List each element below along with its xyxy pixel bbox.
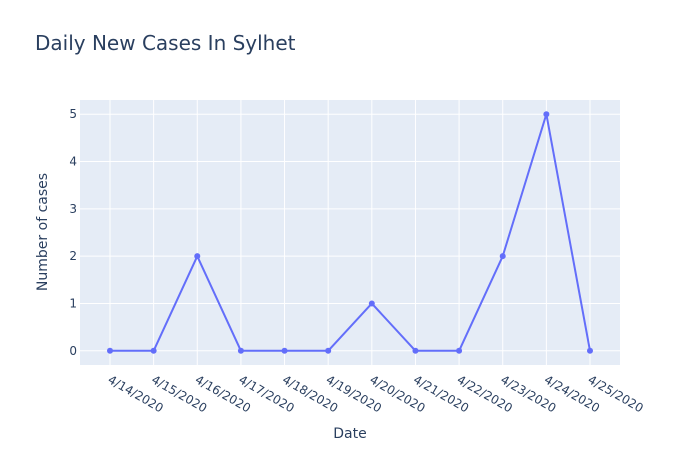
data-point[interactable] — [587, 347, 593, 354]
data-point[interactable] — [368, 300, 375, 307]
data-point[interactable] — [543, 111, 550, 118]
data-point[interactable] — [412, 347, 419, 354]
x-axis-title: Date — [333, 426, 366, 442]
data-point[interactable] — [194, 253, 201, 260]
data-point[interactable] — [237, 347, 244, 354]
series-line — [110, 113, 591, 352]
plot-area — [80, 100, 620, 365]
y-tick-label: 4 — [69, 155, 77, 169]
x-axis-ticks: 4/14/20204/15/20204/16/20204/17/20204/18… — [106, 372, 646, 415]
grid-lines — [80, 100, 620, 365]
data-point[interactable] — [325, 347, 332, 354]
series-layer — [107, 111, 593, 354]
y-axis-title: Number of cases — [35, 173, 51, 291]
data-point[interactable] — [107, 347, 113, 354]
y-tick-label: 3 — [69, 202, 77, 216]
y-tick-label: 1 — [69, 296, 77, 310]
y-tick-label: 2 — [69, 249, 77, 263]
data-point[interactable] — [281, 347, 288, 354]
data-point[interactable] — [150, 347, 157, 354]
data-point[interactable] — [499, 253, 506, 260]
data-point[interactable] — [456, 347, 463, 354]
y-tick-label: 0 — [69, 344, 77, 358]
chart-title: Daily New Cases In Sylhet — [35, 31, 296, 55]
y-tick-label: 5 — [69, 107, 77, 121]
y-axis-ticks: 0 1 2 3 4 5 — [69, 107, 77, 358]
